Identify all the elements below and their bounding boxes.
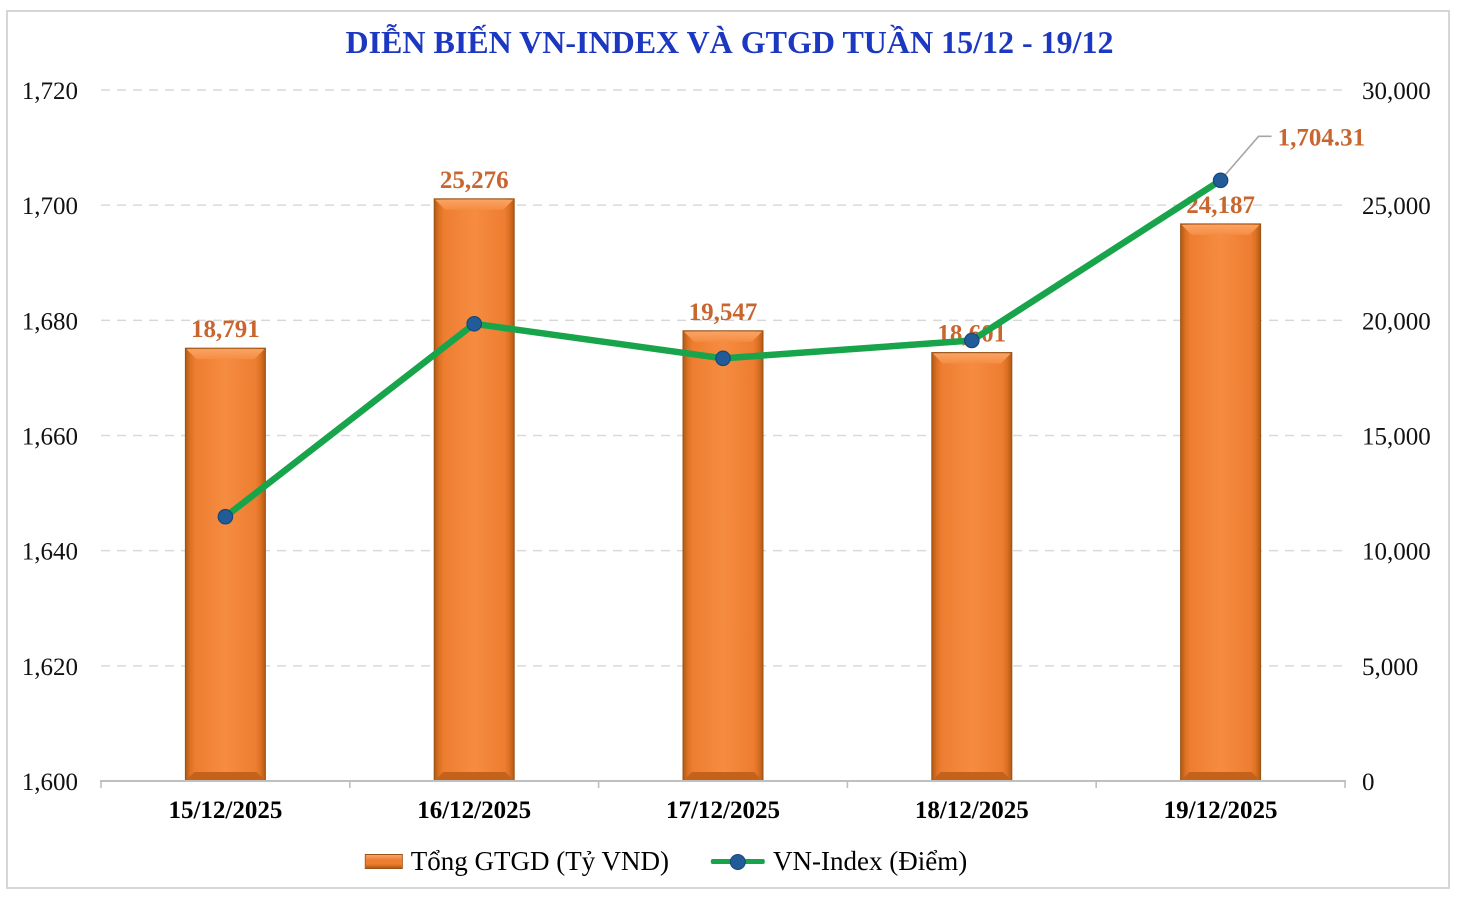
x-axis-date-label: 15/12/2025 <box>168 797 282 824</box>
legend-item-vnindex: VN-Index (Điểm) <box>711 846 967 877</box>
left-axis-tick-label: 1,700 <box>22 193 78 220</box>
bar-18/12/2025 <box>931 352 1013 782</box>
x-axis-date-label: 16/12/2025 <box>417 797 531 824</box>
vnindex-last-value-label: 1,704.31 <box>1278 124 1366 151</box>
legend-label-gtgd: Tổng GTGD (Tỷ VND) <box>410 846 670 876</box>
bar-17/12/2025 <box>682 330 764 782</box>
legend-label-vnindex: VN-Index (Điểm) <box>773 846 968 876</box>
right-axis-tick-label: 10,000 <box>1362 539 1431 566</box>
left-axis-tick-label: 1,620 <box>22 654 78 681</box>
vnindex-marker-16/12/2025 <box>466 315 482 332</box>
vnindex-marker-19/12/2025 <box>1212 172 1229 189</box>
bar-19/12/2025 <box>1180 223 1262 782</box>
left-axis-tick-label: 1,600 <box>22 769 78 796</box>
x-axis-date-label: 18/12/2025 <box>915 797 1029 824</box>
bar-data-label: 25,276 <box>440 167 509 194</box>
right-axis-tick-label: 0 <box>1362 769 1375 796</box>
right-axis-tick-label: 15,000 <box>1362 424 1431 451</box>
left-axis-tick-label: 1,660 <box>22 424 78 451</box>
line-swatch-marker-icon <box>730 853 747 870</box>
right-axis-tick-label: 5,000 <box>1362 654 1418 681</box>
right-axis-tick-label: 30,000 <box>1362 78 1431 105</box>
right-axis-tick-label: 20,000 <box>1362 308 1431 335</box>
label-leader-line <box>1224 135 1272 175</box>
x-axis-date-label: 17/12/2025 <box>666 797 780 824</box>
left-axis-tick-label: 1,640 <box>22 539 78 566</box>
bar-data-label: 18,791 <box>191 316 260 343</box>
vnindex-marker-18/12/2025 <box>963 332 980 349</box>
bar-series-swatch-icon <box>364 854 403 869</box>
chart-title: DIỄN BIẾN VN-INDEX VÀ GTGD TUẦN 15/12 - … <box>345 24 1114 60</box>
left-axis-tick-label: 1,680 <box>22 308 78 335</box>
right-axis-tick-label: 25,000 <box>1362 193 1431 220</box>
line-series-swatch-icon <box>711 853 766 870</box>
bar-data-label: 19,547 <box>689 299 758 326</box>
vnindex-marker-15/12/2025 <box>217 508 234 525</box>
bar-15/12/2025 <box>184 347 266 782</box>
chart-legend: Tổng GTGD (Tỷ VND) VN-Index (Điểm) <box>364 846 967 877</box>
legend-item-gtgd: Tổng GTGD (Tỷ VND) <box>364 846 670 877</box>
bar-16/12/2025 <box>433 198 515 782</box>
left-axis-tick-label: 1,720 <box>22 78 78 105</box>
x-axis-date-label: 19/12/2025 <box>1164 797 1278 824</box>
vnindex-marker-17/12/2025 <box>715 350 731 367</box>
